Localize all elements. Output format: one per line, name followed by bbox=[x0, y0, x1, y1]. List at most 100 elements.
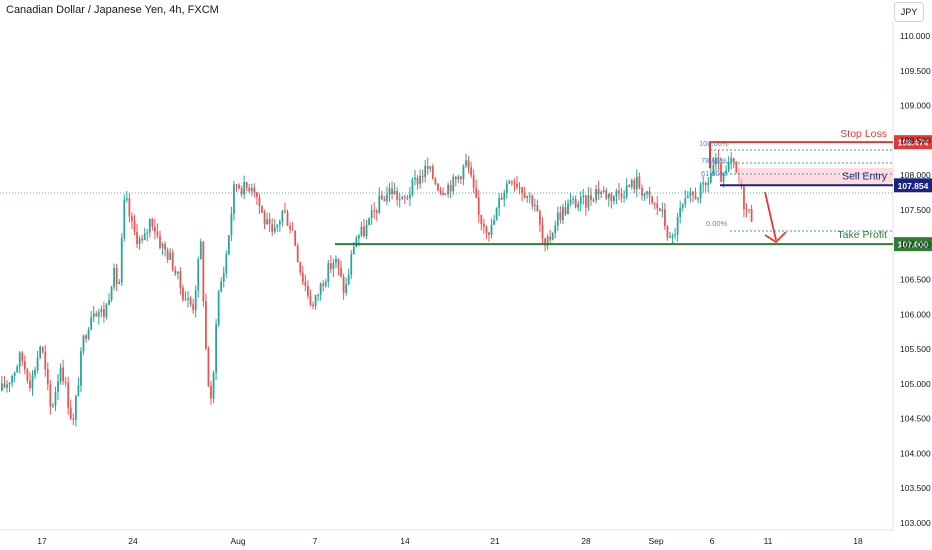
y-tick-label: 109.000 bbox=[900, 101, 931, 111]
candle-body bbox=[299, 262, 302, 273]
candle-body bbox=[46, 369, 49, 385]
candle-body bbox=[398, 198, 401, 200]
time-axis: 17 24 Aug 7 14 21 28 Sep 6 11 18 bbox=[37, 536, 863, 546]
candle-body bbox=[133, 221, 136, 232]
candle-body bbox=[472, 175, 475, 188]
candle-body bbox=[401, 196, 404, 199]
candle-body bbox=[197, 259, 200, 291]
candle-body bbox=[128, 198, 131, 217]
candle-body bbox=[403, 196, 406, 198]
y-tick-label: 103.000 bbox=[900, 518, 931, 528]
candle-body bbox=[378, 195, 381, 213]
candle-body bbox=[656, 203, 659, 209]
candle-body bbox=[360, 226, 363, 236]
candle-body bbox=[702, 182, 705, 185]
candle-body bbox=[332, 262, 335, 270]
candle-body bbox=[41, 346, 44, 352]
candle-body bbox=[646, 191, 648, 194]
candle-body bbox=[521, 187, 523, 194]
candle-body bbox=[179, 271, 182, 288]
candle-body bbox=[475, 187, 478, 198]
candle-body bbox=[607, 193, 610, 199]
candle-body bbox=[709, 172, 712, 183]
candle-body bbox=[319, 283, 322, 295]
price-tag-label: 107.008 bbox=[898, 240, 929, 250]
candle-body bbox=[314, 295, 317, 307]
candle-body bbox=[13, 372, 16, 376]
candle-body bbox=[743, 186, 745, 210]
candle-body bbox=[562, 207, 564, 220]
candle-body bbox=[470, 167, 472, 176]
x-tick-label: 7 bbox=[313, 536, 318, 546]
currency-button[interactable]: JPY bbox=[894, 2, 924, 22]
candle-body bbox=[52, 405, 54, 407]
candle-body bbox=[465, 160, 467, 166]
candle-body bbox=[340, 267, 342, 277]
candle-body bbox=[383, 199, 386, 202]
candle-body bbox=[694, 194, 697, 200]
candle-body bbox=[271, 224, 274, 232]
candle-body bbox=[508, 181, 511, 184]
candle-body bbox=[615, 190, 618, 197]
candle-body bbox=[574, 198, 577, 208]
candle-body bbox=[750, 209, 753, 222]
candle-body bbox=[230, 213, 233, 236]
candle-body bbox=[692, 191, 694, 195]
candle-body bbox=[62, 367, 64, 382]
candle-body bbox=[513, 182, 516, 184]
candle-body bbox=[707, 182, 710, 186]
candle-body bbox=[1, 383, 3, 391]
candle-body bbox=[651, 196, 654, 203]
x-tick-label: Sep bbox=[648, 536, 663, 546]
candle-body bbox=[727, 162, 730, 171]
candle-body bbox=[643, 193, 646, 196]
candle-body bbox=[661, 209, 664, 212]
candle-body bbox=[253, 187, 256, 193]
y-tick-label: 107.500 bbox=[900, 205, 931, 215]
candle-body bbox=[704, 182, 707, 186]
candle-body bbox=[205, 301, 207, 349]
candle-body bbox=[113, 267, 115, 287]
candle-body bbox=[462, 165, 465, 180]
candle-body bbox=[3, 383, 6, 388]
candle-body bbox=[69, 407, 72, 419]
candle-body bbox=[623, 196, 625, 198]
candle-body bbox=[215, 324, 217, 373]
candle-body bbox=[567, 203, 569, 215]
candle-body bbox=[391, 188, 393, 195]
candle-body bbox=[131, 216, 133, 222]
candle-body bbox=[108, 300, 110, 305]
candle-body bbox=[635, 176, 638, 190]
candle-body bbox=[686, 196, 689, 199]
x-tick-label: 24 bbox=[128, 536, 138, 546]
candle-body bbox=[579, 196, 582, 204]
candle-body bbox=[396, 190, 399, 200]
candle-body bbox=[503, 192, 506, 200]
candle-body bbox=[227, 235, 230, 255]
candle-body bbox=[34, 369, 36, 376]
candle-body bbox=[447, 184, 450, 195]
candle-body bbox=[220, 281, 223, 292]
candle-body bbox=[597, 188, 600, 195]
candle-body bbox=[350, 254, 353, 275]
candle-body bbox=[67, 382, 70, 408]
candle-body bbox=[317, 294, 319, 296]
candle-body bbox=[625, 185, 628, 197]
candle-body bbox=[335, 258, 337, 263]
candle-body bbox=[712, 164, 715, 173]
x-tick-label: 11 bbox=[764, 536, 773, 546]
candle-body bbox=[419, 175, 421, 185]
candle-body bbox=[745, 209, 748, 211]
candle-body bbox=[151, 219, 154, 227]
candle-body bbox=[243, 181, 246, 195]
price-tag-label: 108.474 bbox=[898, 138, 929, 148]
candle-body bbox=[26, 369, 29, 381]
candle-body bbox=[546, 236, 549, 246]
candle-body bbox=[689, 191, 692, 197]
candle-body bbox=[143, 233, 146, 241]
candle-body bbox=[648, 191, 651, 197]
candle-body bbox=[620, 193, 623, 198]
candle-body bbox=[676, 217, 679, 235]
candle-body bbox=[697, 198, 699, 200]
